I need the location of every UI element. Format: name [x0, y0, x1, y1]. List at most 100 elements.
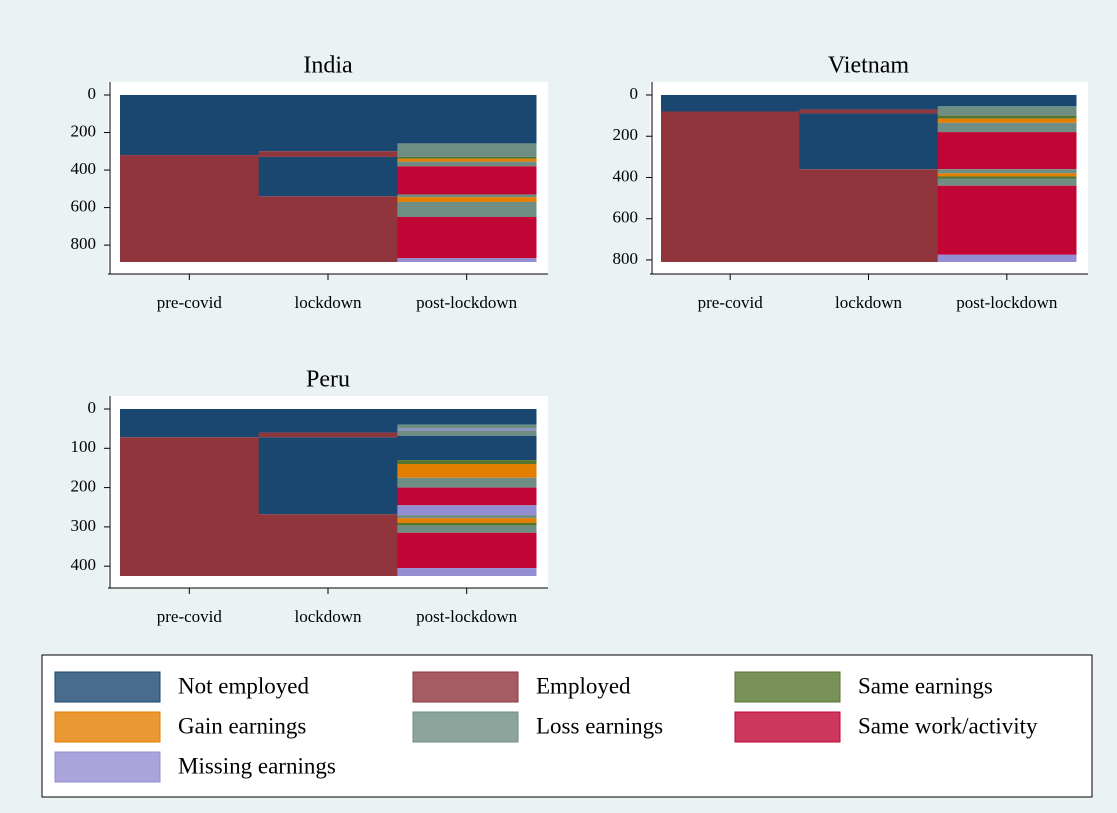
segment: [799, 95, 939, 110]
segment: [120, 409, 260, 438]
legend-label: Gain earnings: [178, 713, 306, 738]
segment: [120, 95, 260, 156]
segment: [397, 525, 537, 533]
y-tick-label: 400: [613, 166, 639, 185]
segment: [397, 460, 537, 465]
segment: [397, 158, 537, 162]
segment: [120, 155, 260, 262]
segment: [397, 143, 537, 157]
segment: [397, 477, 537, 488]
y-tick-label: 600: [71, 196, 97, 215]
y-tick-label: 200: [71, 476, 97, 495]
legend-swatch: [54, 711, 161, 743]
y-tick-label: 800: [613, 249, 639, 268]
y-tick-label: 400: [71, 555, 97, 574]
y-tick-label: 0: [630, 84, 639, 103]
legend-label: Same earnings: [858, 673, 993, 698]
y-tick-label: 300: [71, 516, 97, 535]
segment: [397, 161, 537, 167]
y-tick-label: 100: [71, 437, 97, 456]
segment: [937, 176, 1077, 179]
y-tick-label: 200: [71, 121, 97, 140]
segment: [397, 464, 537, 478]
legend-label: Not employed: [178, 673, 309, 698]
segment: [258, 437, 398, 515]
segment: [397, 515, 537, 519]
x-tick-label: lockdown: [294, 607, 362, 626]
segment: [937, 106, 1077, 116]
legend-swatch: [734, 711, 841, 743]
segment: [397, 95, 537, 144]
segment: [661, 111, 800, 262]
segment: [799, 109, 939, 114]
segment: [799, 169, 939, 262]
segment: [258, 409, 398, 433]
segment: [397, 197, 537, 202]
segment: [397, 258, 537, 262]
segment: [937, 185, 1077, 255]
x-tick-label: pre-covid: [157, 607, 223, 626]
segment: [397, 435, 537, 461]
segment: [397, 166, 537, 195]
segment: [397, 532, 537, 569]
segment: [937, 122, 1077, 133]
panel-title: Peru: [306, 367, 350, 393]
legend-label: Same work/activity: [858, 713, 1038, 738]
panel-title: India: [303, 53, 353, 79]
y-tick-label: 0: [88, 84, 97, 103]
segment: [937, 169, 1077, 174]
segment: [937, 132, 1077, 170]
segment: [397, 428, 537, 431]
segment: [937, 173, 1077, 177]
y-tick-label: 800: [71, 234, 97, 253]
segment: [258, 95, 398, 152]
legend-label: Loss earnings: [536, 713, 663, 738]
segment: [397, 156, 537, 159]
legend-swatch: [54, 751, 161, 783]
segment: [397, 568, 537, 576]
legend-swatch: [734, 671, 841, 703]
legend-swatch: [412, 671, 519, 703]
segment: [397, 409, 537, 425]
x-tick-label: post-lockdown: [956, 293, 1058, 312]
segment: [397, 216, 537, 259]
segment: [397, 194, 537, 198]
segment: [937, 178, 1077, 186]
legend-box: [41, 654, 1093, 798]
x-tick-label: post-lockdown: [416, 607, 518, 626]
x-tick-label: lockdown: [294, 293, 362, 312]
segment: [397, 430, 537, 436]
segment: [258, 151, 398, 157]
segment: [937, 118, 1077, 123]
legend-label: Missing earnings: [178, 753, 336, 778]
x-tick-label: lockdown: [835, 293, 903, 312]
legend-label: Employed: [536, 673, 631, 698]
legend-swatch: [54, 671, 161, 703]
segment: [258, 432, 398, 438]
y-tick-label: 200: [613, 125, 639, 144]
segment: [397, 518, 537, 523]
x-tick-label: pre-covid: [157, 293, 223, 312]
segment: [397, 201, 537, 217]
segment: [937, 115, 1077, 119]
segment: [937, 254, 1077, 262]
y-tick-label: 400: [71, 159, 97, 178]
y-tick-label: 0: [88, 398, 97, 417]
segment: [937, 95, 1077, 107]
segment: [799, 113, 939, 170]
segment: [397, 424, 537, 429]
segment: [397, 505, 537, 516]
panel-title: Vietnam: [828, 53, 910, 79]
segment: [120, 437, 260, 576]
segment: [258, 156, 398, 197]
segment: [258, 514, 398, 576]
segment: [258, 196, 398, 262]
x-tick-label: pre-covid: [698, 293, 764, 312]
x-tick-label: post-lockdown: [416, 293, 518, 312]
segment: [397, 522, 537, 526]
y-tick-label: 600: [613, 208, 639, 227]
legend-swatch: [412, 711, 519, 743]
segment: [397, 487, 537, 506]
segment: [661, 95, 800, 112]
